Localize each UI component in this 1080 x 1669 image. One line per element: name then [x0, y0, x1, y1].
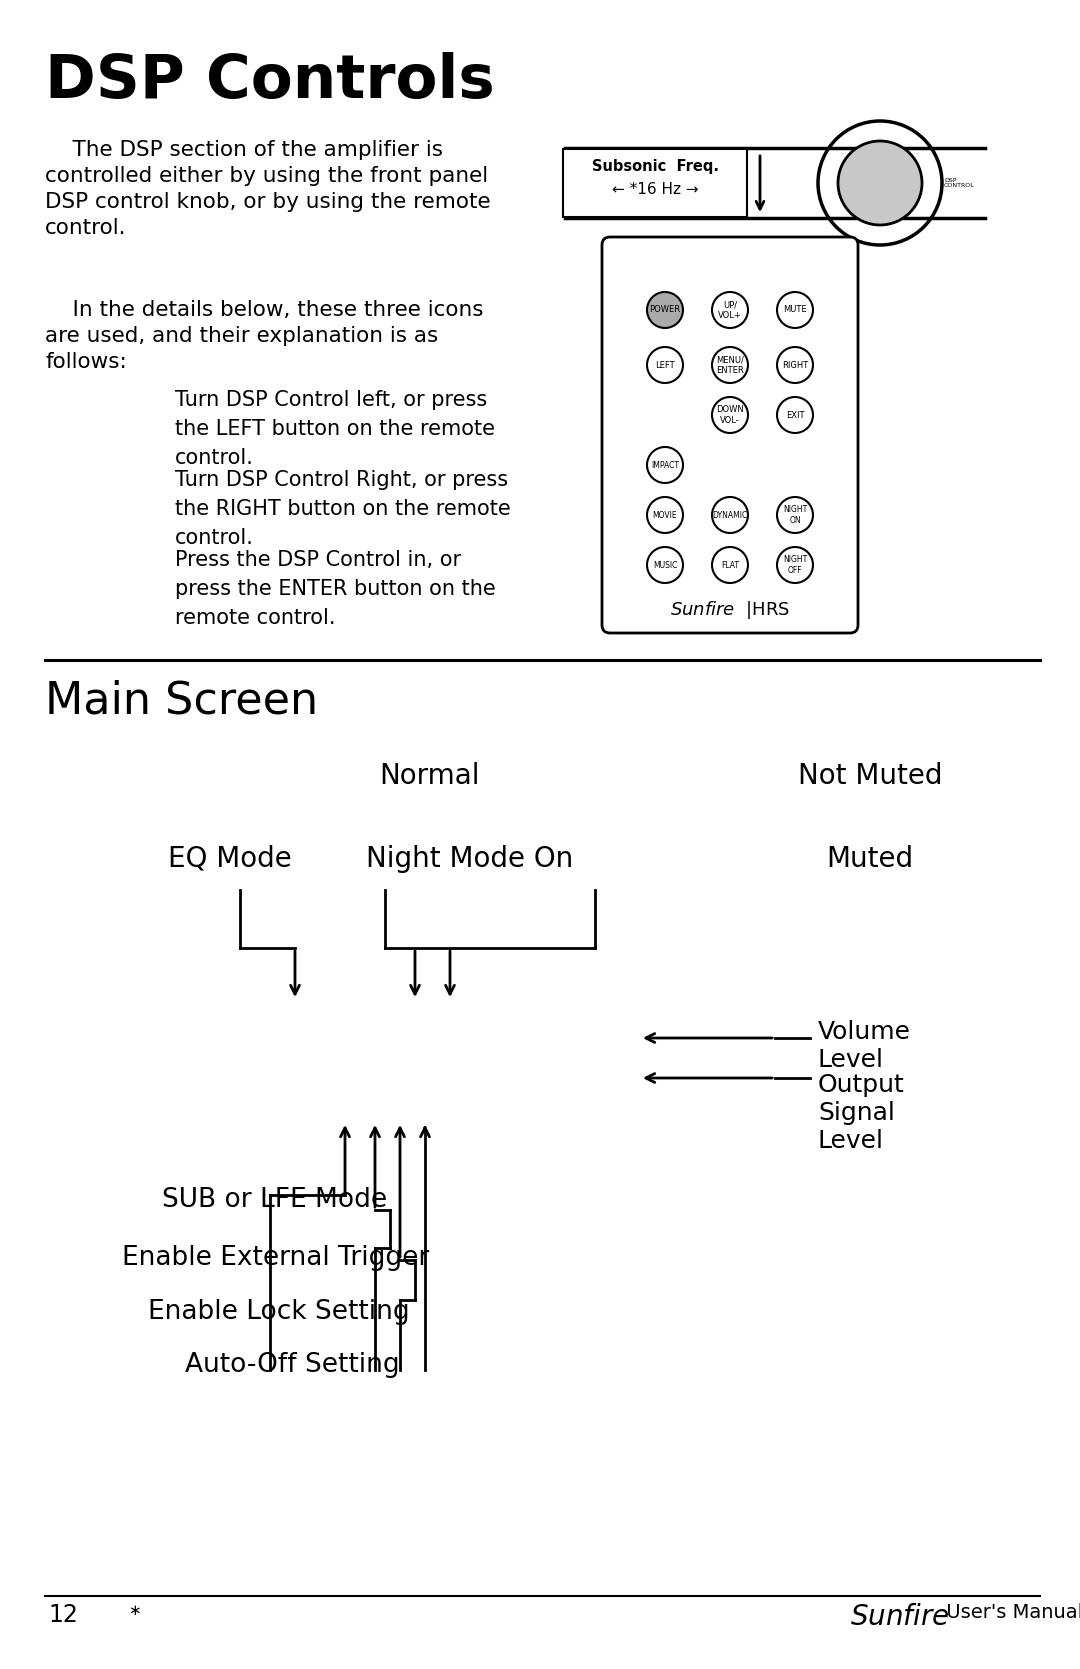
Text: ∗: ∗: [129, 1602, 140, 1617]
Text: UP/
VOL+: UP/ VOL+: [718, 300, 742, 320]
Text: ← *16 Hz →: ← *16 Hz →: [611, 182, 699, 197]
Text: Main Screen: Main Screen: [45, 679, 319, 723]
Circle shape: [647, 447, 683, 482]
Circle shape: [647, 347, 683, 382]
Circle shape: [838, 140, 922, 225]
Text: The DSP section of the amplifier is: The DSP section of the amplifier is: [45, 140, 443, 160]
Text: IMPACT: IMPACT: [651, 461, 679, 469]
Circle shape: [647, 547, 683, 582]
Circle shape: [777, 497, 813, 532]
Circle shape: [712, 547, 748, 582]
Text: DSP control knob, or by using the remote: DSP control knob, or by using the remote: [45, 192, 490, 212]
Text: controlled either by using the front panel: controlled either by using the front pan…: [45, 165, 488, 185]
Text: $\mathit{Sunfire}$: $\mathit{Sunfire}$: [850, 1602, 949, 1631]
Text: Not Muted: Not Muted: [798, 763, 942, 789]
Text: follows:: follows:: [45, 352, 126, 372]
FancyBboxPatch shape: [563, 149, 747, 217]
Circle shape: [712, 497, 748, 532]
Text: SUB or LFE Mode: SUB or LFE Mode: [162, 1187, 387, 1213]
Text: MENU/
ENTER: MENU/ ENTER: [716, 355, 744, 376]
Text: Muted: Muted: [826, 845, 914, 873]
Text: control.: control.: [45, 219, 126, 239]
Circle shape: [777, 397, 813, 432]
Circle shape: [647, 497, 683, 532]
Text: are used, and their explanation is as: are used, and their explanation is as: [45, 325, 438, 345]
Text: In the details below, these three icons: In the details below, these three icons: [45, 300, 484, 320]
Text: FLAT: FLAT: [721, 561, 739, 569]
Text: Press the DSP Control in, or
press the ENTER button on the
remote control.: Press the DSP Control in, or press the E…: [175, 551, 496, 628]
Circle shape: [647, 292, 683, 329]
Circle shape: [777, 547, 813, 582]
Circle shape: [712, 397, 748, 432]
Text: User's Manual: User's Manual: [940, 1602, 1080, 1622]
Text: MOVIE: MOVIE: [652, 511, 677, 519]
Text: DSP Controls: DSP Controls: [45, 52, 495, 112]
Text: LEFT: LEFT: [656, 361, 675, 369]
Text: 12: 12: [48, 1602, 78, 1627]
Text: DYNAMIC: DYNAMIC: [713, 511, 747, 519]
Circle shape: [777, 347, 813, 382]
Text: NIGHT
OFF: NIGHT OFF: [783, 556, 807, 574]
Text: POWER: POWER: [649, 305, 680, 314]
Text: MUTE: MUTE: [783, 305, 807, 314]
Text: NIGHT
ON: NIGHT ON: [783, 506, 807, 524]
Text: Subsonic  Freq.: Subsonic Freq.: [592, 159, 718, 174]
Text: RIGHT: RIGHT: [782, 361, 808, 369]
Text: Volume
Level: Volume Level: [818, 1020, 912, 1071]
Text: Turn DSP Control Right, or press
the RIGHT button on the remote
control.: Turn DSP Control Right, or press the RIG…: [175, 471, 511, 547]
Circle shape: [777, 292, 813, 329]
Text: DSP
CONTROL: DSP CONTROL: [944, 177, 975, 189]
Text: Night Mode On: Night Mode On: [366, 845, 573, 873]
Text: Enable Lock Setting: Enable Lock Setting: [148, 1298, 409, 1325]
Circle shape: [712, 292, 748, 329]
Text: Turn DSP Control left, or press
the LEFT button on the remote
control.: Turn DSP Control left, or press the LEFT…: [175, 391, 495, 467]
Text: EQ Mode: EQ Mode: [168, 845, 292, 873]
Text: EXIT: EXIT: [786, 411, 805, 419]
Text: DOWN
VOL-: DOWN VOL-: [716, 406, 744, 424]
Text: MUSIC: MUSIC: [652, 561, 677, 569]
Text: Enable External Trigger: Enable External Trigger: [122, 1245, 429, 1272]
Text: $\mathit{Sunfire}$  |HRS: $\mathit{Sunfire}$ |HRS: [670, 599, 789, 621]
Circle shape: [712, 347, 748, 382]
Text: Auto-Off Setting: Auto-Off Setting: [185, 1352, 400, 1379]
FancyBboxPatch shape: [602, 237, 858, 633]
Text: Normal: Normal: [380, 763, 481, 789]
Text: Output
Signal
Level: Output Signal Level: [818, 1073, 905, 1153]
